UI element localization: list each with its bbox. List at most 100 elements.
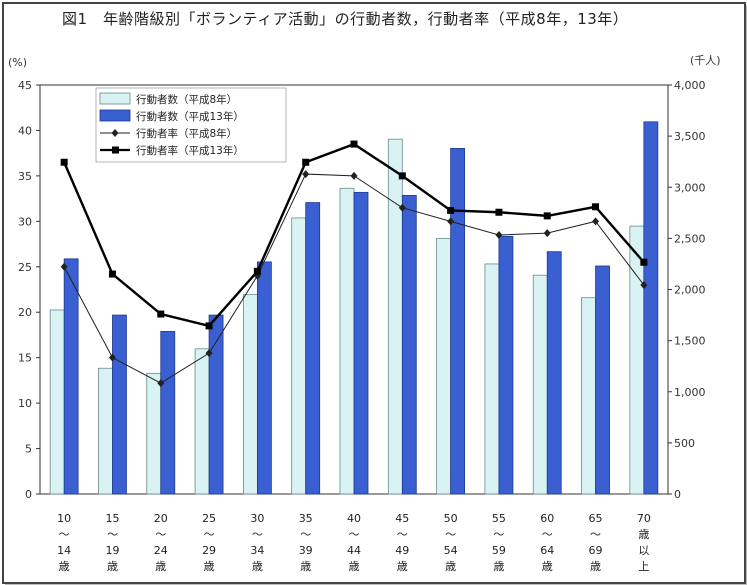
x-tick-label: 49 [395, 544, 409, 557]
bar-h8 [581, 297, 596, 495]
bar-h8 [387, 138, 403, 495]
bar-h13 [401, 195, 417, 495]
x-tick-label: 35 [299, 512, 313, 525]
y-right-tick-label: 1,000 [674, 386, 706, 399]
x-tick-label: ～ [397, 528, 408, 541]
point-h13 [398, 172, 406, 180]
point-h8 [447, 217, 455, 226]
y-left-tick-label: 15 [18, 352, 32, 365]
bar-h13 [595, 265, 610, 495]
x-tick-label: ～ [300, 528, 311, 541]
legend-swatch [99, 109, 131, 122]
x-tick-label: 歳 [252, 560, 263, 573]
x-tick-label: ～ [493, 528, 504, 541]
y-right-unit: (千人) [690, 54, 721, 67]
legend-label: 行動者率（平成13年） [136, 144, 244, 157]
x-tick-label: 44 [347, 544, 361, 557]
point-h8 [543, 229, 551, 238]
legend-marker [111, 129, 119, 137]
x-tick-label: 19 [105, 544, 119, 557]
bar-h8 [98, 367, 113, 495]
x-tick-label: 歳 [59, 560, 70, 573]
x-tick-label: ～ [107, 528, 118, 541]
point-h13 [447, 206, 455, 214]
x-tick-label: ～ [542, 528, 553, 541]
point-h13 [302, 158, 310, 166]
y-left-tick-label: 45 [18, 79, 32, 92]
legend-label: 行動者数（平成13年） [136, 110, 244, 123]
point-h8 [157, 379, 165, 388]
point-h8 [60, 262, 68, 271]
x-tick-label: 歳 [590, 560, 601, 573]
point-h13 [350, 140, 358, 148]
y-right-tick-label: 4,000 [674, 79, 706, 92]
y-right-tick-label: 1,500 [674, 335, 706, 348]
bar-h8 [242, 294, 258, 495]
y-right-tick-label: 2,500 [674, 232, 706, 245]
y-right-tick-label: 0 [674, 488, 681, 501]
point-h8 [592, 217, 600, 226]
point-h13 [495, 208, 503, 216]
x-tick-label: ～ [590, 528, 601, 541]
bar-h8 [484, 263, 500, 495]
x-tick-label: 69 [589, 544, 603, 557]
x-tick-label: 29 [202, 544, 216, 557]
x-tick-label: ～ [155, 528, 166, 541]
x-tick-label: 歳 [349, 560, 360, 573]
x-tick-label: 歳 [204, 560, 215, 573]
point-h8 [205, 349, 213, 358]
x-tick-label: 55 [492, 512, 506, 525]
x-tick-label: 歳 [493, 560, 504, 573]
y-left-tick-label: 20 [18, 306, 32, 319]
y-left-tick-label: 0 [25, 488, 32, 501]
x-tick-label: ～ [445, 528, 456, 541]
x-tick-label: 15 [105, 512, 119, 525]
bar-h8 [532, 274, 548, 495]
point-h13 [543, 212, 551, 220]
bar-h8 [194, 348, 210, 495]
bar-h8 [339, 187, 355, 495]
x-tick-label: ～ [59, 528, 70, 541]
bar-h13 [546, 251, 562, 495]
y-left-tick-label: 40 [18, 124, 32, 137]
x-tick-label: ～ [349, 528, 360, 541]
x-tick-label: 34 [250, 544, 264, 557]
x-tick-label: 25 [202, 512, 216, 525]
bar-h13 [305, 202, 321, 495]
point-h8 [108, 353, 116, 362]
bar-h13 [643, 121, 659, 495]
x-tick-label: ～ [204, 528, 215, 541]
x-tick-label: 歳 [300, 560, 311, 573]
point-h13 [60, 158, 68, 166]
point-h13 [253, 267, 261, 275]
x-tick-label: 40 [347, 512, 361, 525]
x-tick-label: 65 [589, 512, 603, 525]
x-tick-label: 10 [57, 512, 71, 525]
y-right-tick-label: 3,500 [674, 130, 706, 143]
x-tick-label: 54 [444, 544, 458, 557]
point-h13 [157, 310, 165, 318]
x-tick-label: 45 [395, 512, 409, 525]
x-tick-label: 歳 [397, 560, 408, 573]
bar-h13 [256, 261, 272, 495]
x-tick-label: 60 [540, 512, 554, 525]
y-right-tick-label: 500 [674, 437, 695, 450]
y-left-tick-label: 25 [18, 261, 32, 274]
x-tick-label: 39 [299, 544, 313, 557]
legend-label: 行動者数（平成8年） [136, 93, 237, 106]
x-tick-label: 歳 [155, 560, 166, 573]
x-tick-label: 14 [57, 544, 71, 557]
y-left-tick-label: 30 [18, 215, 32, 228]
x-tick-label: 以 [638, 544, 649, 557]
bar-h8 [146, 372, 162, 495]
legend-marker [112, 146, 119, 154]
point-h13 [640, 258, 648, 266]
bar-h8 [436, 237, 452, 495]
bar-h13 [498, 235, 514, 495]
bar-h8 [291, 217, 307, 495]
x-tick-label: 50 [444, 512, 458, 525]
bar-h13 [112, 314, 127, 495]
bar-h13 [353, 191, 369, 495]
point-h8 [350, 171, 358, 180]
